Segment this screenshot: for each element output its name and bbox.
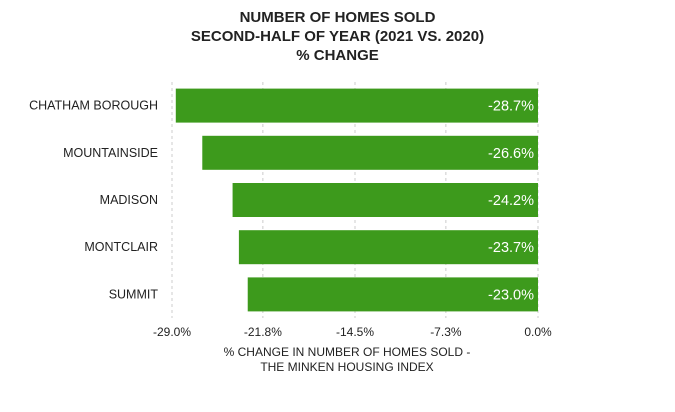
chart-title: NUMBER OF HOMES SOLD SECOND-HALF OF YEAR… <box>0 8 675 65</box>
x-axis-label-line: THE MINKEN HOUSING INDEX <box>260 360 433 374</box>
bar <box>238 230 538 265</box>
bar <box>175 88 539 123</box>
category-labels: CHATHAM BOROUGH MOUNTAINSIDE MADISON MONTCL… <box>29 99 158 302</box>
chart-title-line-2: SECOND-HALF OF YEAR (2021 VS. 2020) <box>190 28 485 45</box>
x-axis-label: % CHANGE IN NUMBER OF HOMES SOLD -THE MI… <box>224 345 471 374</box>
x-tick-label: -7.3% <box>430 325 462 339</box>
x-tick-labels: -29.0% -21.8% -14.5% -7.3% 0.0% <box>153 325 552 339</box>
category-label: MOUNTAINSIDE <box>63 146 158 160</box>
data-label: -26.6% <box>488 146 534 162</box>
chart-title-line-3: % CHANGE <box>296 47 379 64</box>
bars: -28.7% -26.6% -24.2% -23.7% -23.0% <box>175 88 539 312</box>
category-label: MONTCLAIR <box>84 240 158 254</box>
bar <box>232 183 538 217</box>
category-label: SUMMIT <box>109 287 159 301</box>
data-label: -23.7% <box>488 240 534 256</box>
category-label: CHATHAM BOROUGH <box>29 99 158 113</box>
category-label: MADISON <box>100 193 158 207</box>
data-label: -23.0% <box>488 287 534 303</box>
x-tick-label: 0.0% <box>524 325 552 339</box>
chart-title-line-1: NUMBER OF HOMES SOLD <box>239 9 436 26</box>
x-axis-label-line: % CHANGE IN NUMBER OF HOMES SOLD - <box>224 345 471 359</box>
x-tick-label: -29.0% <box>153 325 191 339</box>
bar <box>202 135 538 170</box>
bar <box>247 277 539 312</box>
x-tick-label: -21.8% <box>244 325 282 339</box>
x-tick-label: -14.5% <box>336 325 374 339</box>
data-label: -28.7% <box>488 99 534 115</box>
data-label: -24.2% <box>488 193 534 209</box>
